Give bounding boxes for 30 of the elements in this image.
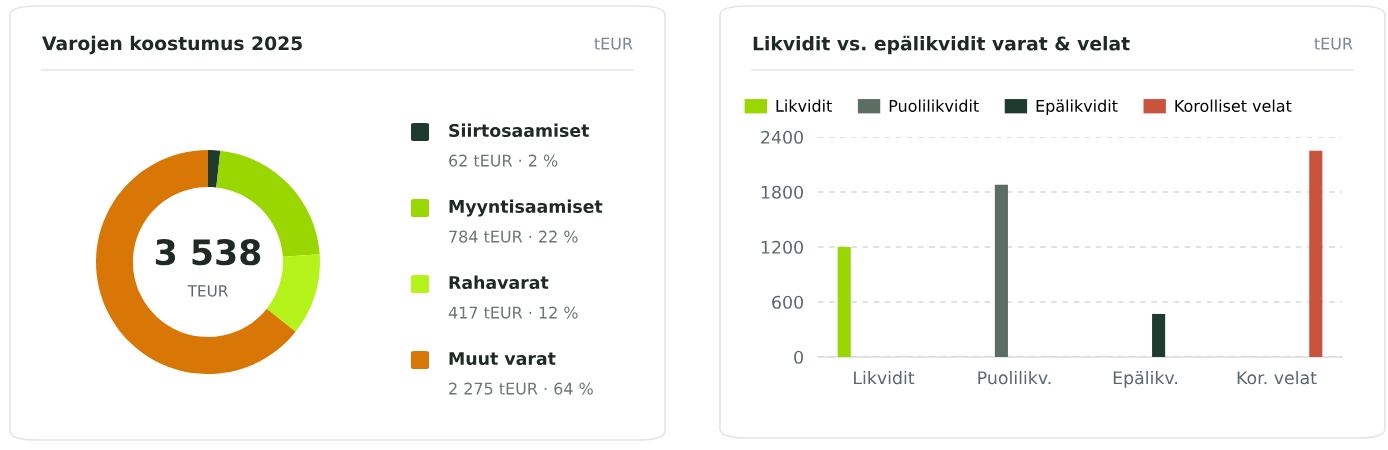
legend-label: Myyntisaamiset — [449, 199, 603, 217]
x-tick-label: Kor. velat — [1237, 370, 1317, 385]
legend-label: Muut varat — [449, 352, 556, 366]
chart-title: Varojen koostumus 2025 — [42, 35, 302, 55]
y-tick-label: 0 — [794, 350, 803, 364]
text: 3 538 — [155, 239, 261, 266]
legend-label: Epälikvidit — [1036, 99, 1118, 115]
y-tick-label: 600 — [772, 295, 803, 309]
x-tick-label: Puolilikv. — [978, 370, 1051, 385]
data-label: 2 275 tEUR · 64 % — [449, 382, 593, 395]
y-tick-label: 2400 — [761, 130, 803, 144]
data-label: 62 tEUR · 2 % — [449, 154, 558, 167]
data-label: 784 tEUR · 22 % — [449, 230, 578, 243]
donut-slice — [266, 254, 320, 332]
y-tick-label: 1800 — [761, 185, 803, 199]
legend-label: Puolilikvidit — [889, 99, 979, 112]
legend-label: Rahavarat — [449, 275, 549, 290]
donut-slice — [96, 150, 296, 374]
x-tick-label: Epälikv. — [1113, 370, 1178, 388]
donut-slice — [208, 150, 221, 188]
legend-label: Likvidit — [776, 99, 832, 112]
y-tick-label: 1200 — [761, 240, 803, 254]
chart-title: Likvidit vs. epälikvidit varat & velat — [753, 35, 1130, 55]
text: tEUR — [1314, 37, 1353, 50]
text: TEUR — [187, 285, 228, 297]
legend-label: Siirtosaamiset — [449, 123, 590, 138]
x-tick-label: Likvidit — [854, 370, 915, 385]
data-label: 417 tEUR · 12 % — [448, 306, 578, 319]
legend-label: Korolliset velat — [1175, 99, 1292, 112]
text: tEUR — [594, 37, 633, 50]
